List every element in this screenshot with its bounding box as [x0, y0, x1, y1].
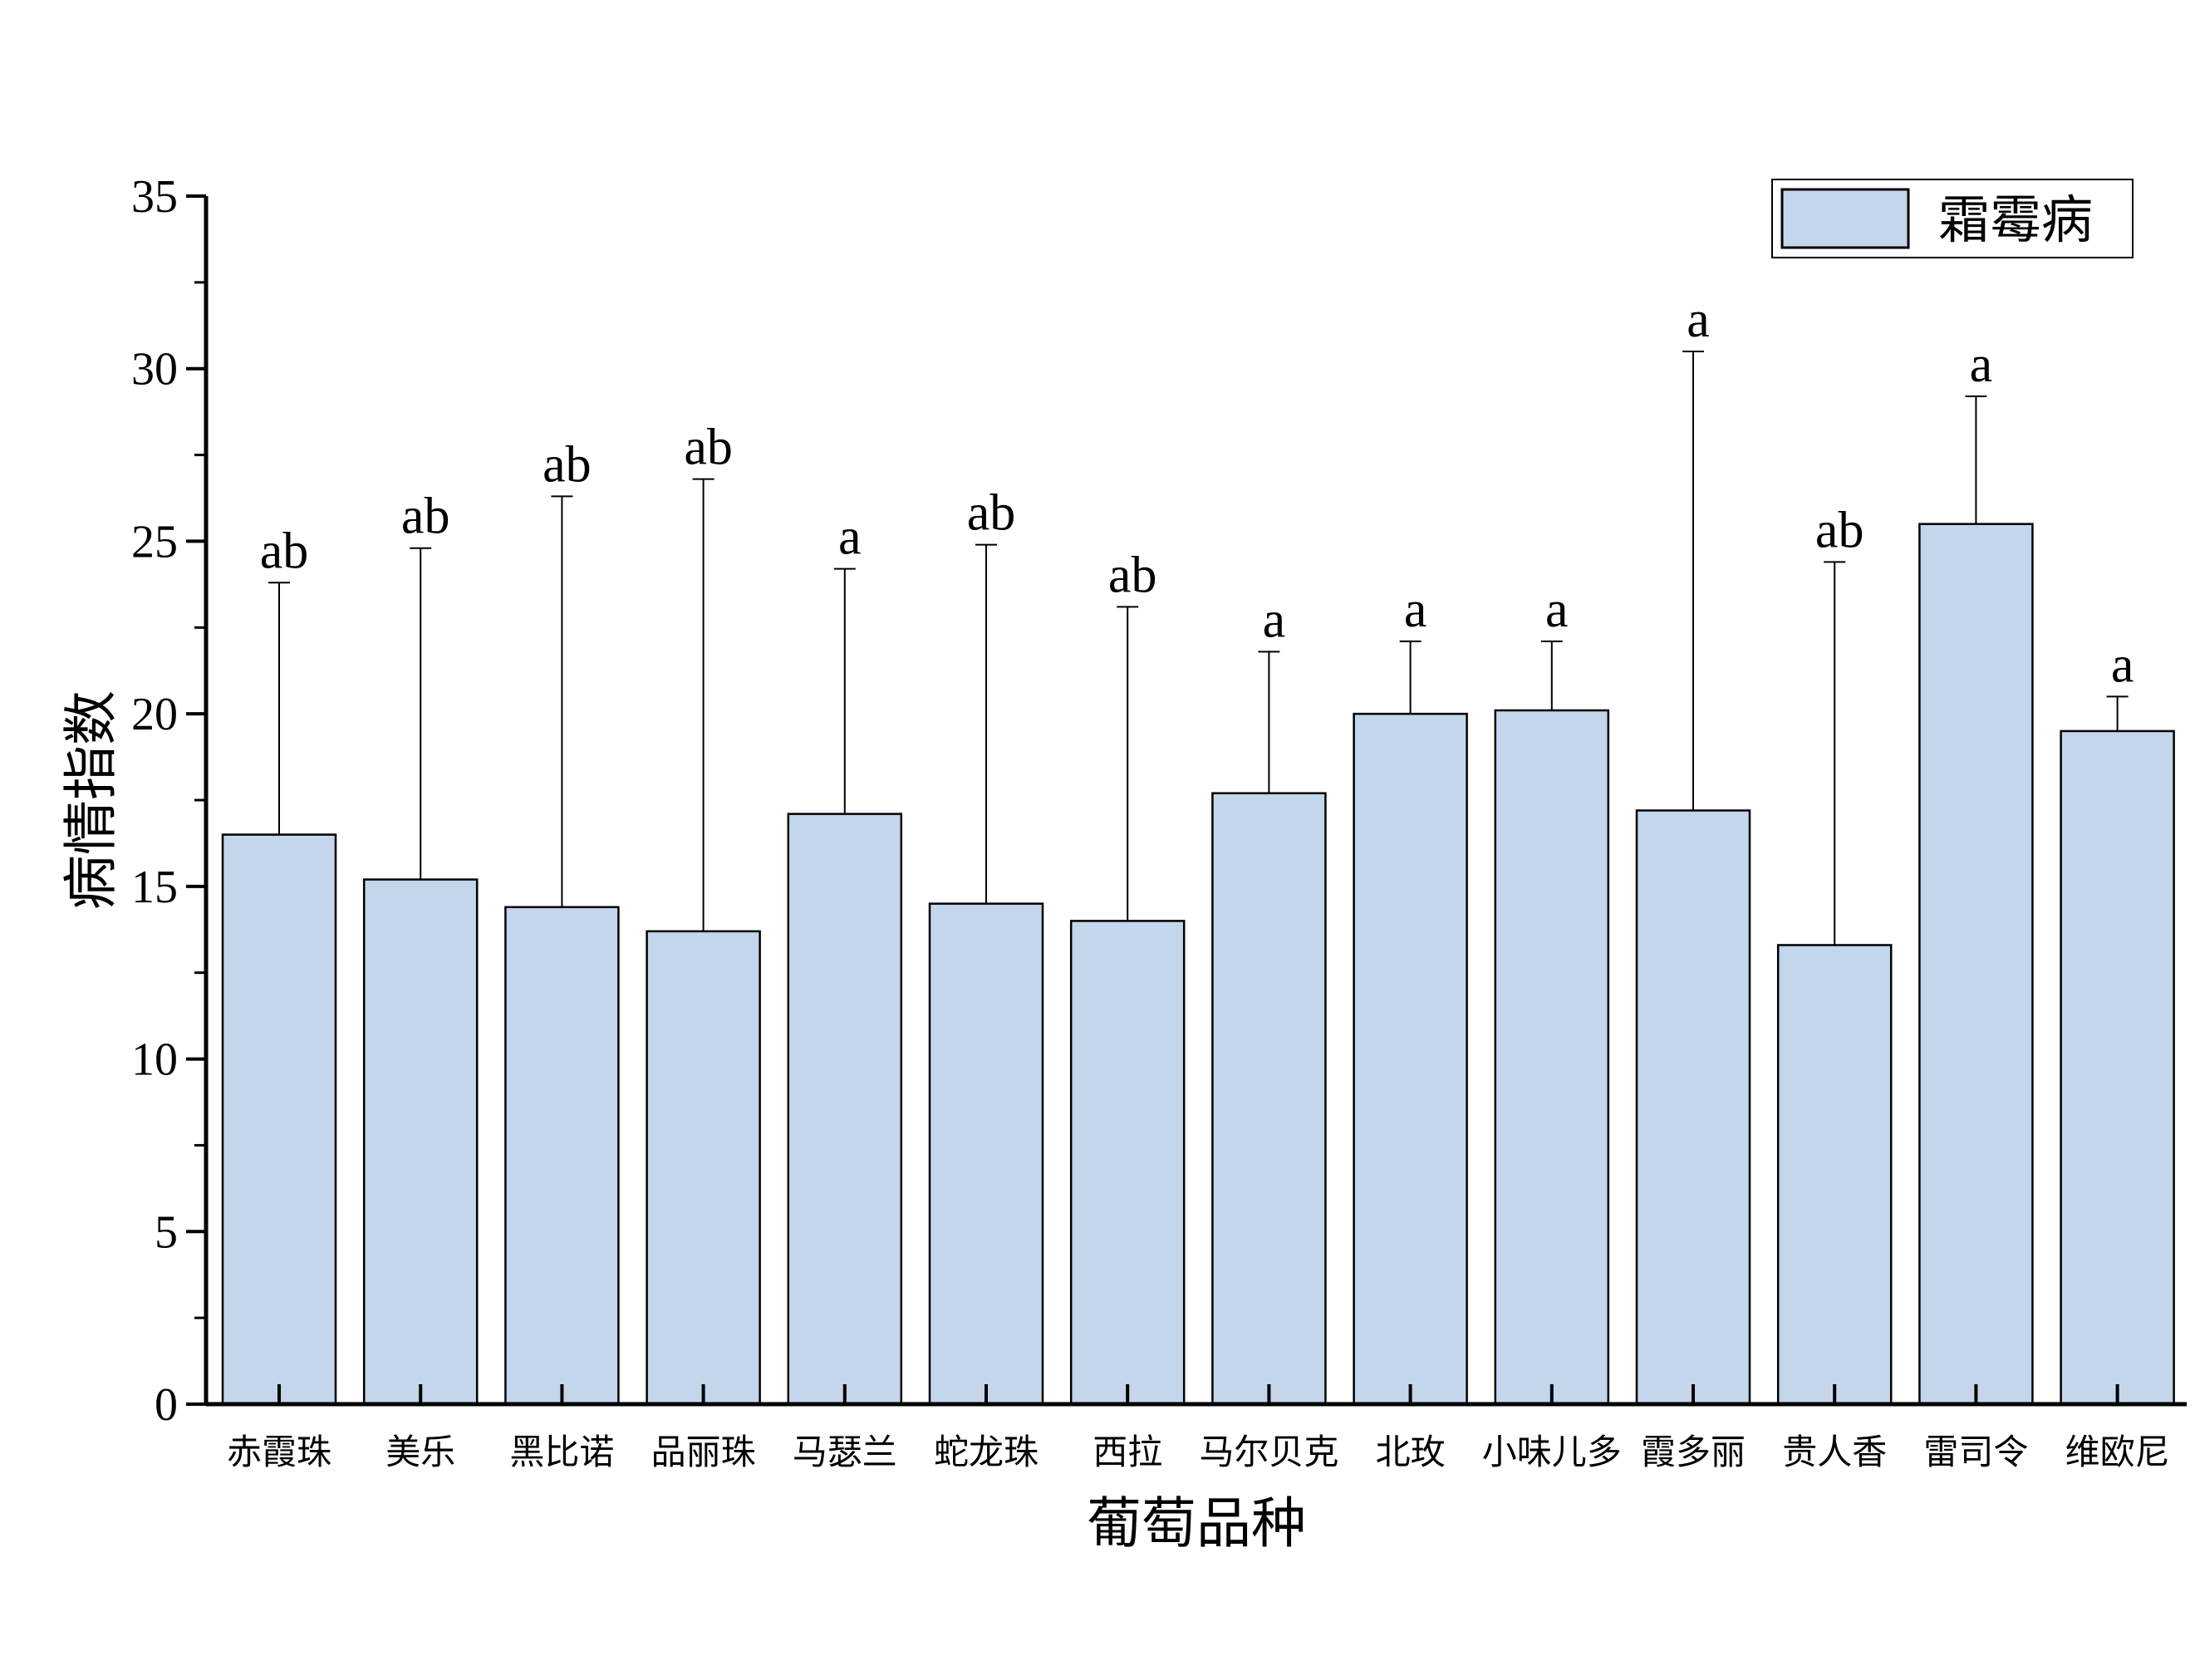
x-tick-label-黑比诺: 黑比诺 [509, 1432, 614, 1472]
bar-维欧尼 [2060, 729, 2175, 1406]
bar-美乐 [362, 878, 479, 1406]
y-tick-label-5: 5 [155, 1206, 178, 1258]
significance-label-品丽珠: ab [684, 420, 733, 476]
x-tick-label-霞多丽: 霞多丽 [1641, 1432, 1746, 1472]
x-tick-label-马瑟兰: 马瑟兰 [793, 1432, 897, 1472]
bar-品丽珠 [646, 930, 761, 1406]
significance-labels-layer: ab ab ab ab a ab ab a a a a ab a a [260, 292, 2134, 693]
bar-黑比诺 [504, 906, 620, 1406]
x-tick-label-赤霞珠: 赤霞珠 [227, 1432, 331, 1472]
y-tick-label-10: 10 [131, 1034, 178, 1086]
y-tick-label-35: 35 [131, 171, 178, 223]
y-tick-label-25: 25 [131, 516, 178, 567]
significance-label-黑比诺: ab [543, 436, 592, 493]
significance-label-北玫: a [1404, 582, 1427, 638]
legend-label: 霜霉病 [1938, 189, 2093, 250]
bar-小味儿多 [1494, 709, 1610, 1406]
x-axis-title: 葡萄品种 [1087, 1491, 1306, 1555]
y-tick-label-0: 0 [155, 1379, 178, 1431]
significance-label-霞多丽: a [1687, 292, 1710, 348]
bar-雷司令 [1918, 523, 2034, 1406]
bar-霞多丽 [1635, 809, 1751, 1406]
y-tick-label-15: 15 [131, 862, 178, 913]
x-tick-label-西拉: 西拉 [1093, 1432, 1162, 1472]
significance-label-小味儿多: a [1545, 582, 1569, 638]
significance-label-西拉: ab [1108, 547, 1157, 603]
bar-蛇龙珠 [928, 902, 1044, 1406]
y-tick-label-20: 20 [131, 689, 178, 740]
axes-layer: 赤霞珠 美乐 黑比诺 品丽珠 马瑟兰 蛇龙珠 西拉 马尔贝克 北玫 小味儿多 霞多丽 贵人香 雷司令 维欧… [131, 171, 2187, 1472]
bar-马尔贝克 [1211, 792, 1327, 1406]
significance-label-美乐: ab [401, 489, 450, 545]
legend: 霜霉病 [1771, 179, 2134, 258]
error-bars-layer [268, 350, 2129, 946]
y-tick-label-30: 30 [131, 344, 178, 395]
significance-label-马瑟兰: a [838, 509, 862, 566]
x-tick-label-贵人香: 贵人香 [1782, 1432, 1887, 1472]
significance-label-蛇龙珠: ab [967, 485, 1016, 542]
bar-赤霞珠 [221, 833, 337, 1406]
x-tick-label-维欧尼: 维欧尼 [2065, 1432, 2170, 1472]
bar-西拉 [1069, 920, 1186, 1406]
significance-label-维欧尼: a [2111, 636, 2134, 693]
x-tick-label-雷司令: 雷司令 [1923, 1432, 2028, 1472]
x-tick-label-美乐: 美乐 [385, 1432, 455, 1472]
bar-北玫 [1353, 712, 1468, 1406]
x-tick-label-小味儿多: 小味儿多 [1482, 1432, 1622, 1472]
x-tick-label-蛇龙珠: 蛇龙珠 [934, 1432, 1039, 1472]
significance-label-雷司令: a [1970, 336, 1993, 393]
bar-贵人香 [1776, 944, 1893, 1406]
significance-label-马尔贝克: a [1263, 592, 1286, 648]
legend-swatch [1780, 188, 1910, 249]
bars-layer [221, 523, 2175, 1406]
x-tick-label-北玫: 北玫 [1376, 1432, 1446, 1472]
significance-label-贵人香: ab [1815, 502, 1864, 558]
y-axis-title: 病情指数 [59, 690, 123, 910]
x-tick-label-品丽珠: 品丽珠 [651, 1432, 756, 1472]
bar-马瑟兰 [787, 813, 903, 1406]
significance-label-赤霞珠: ab [260, 523, 309, 579]
x-tick-label-马尔贝克: 马尔贝克 [1199, 1432, 1338, 1472]
